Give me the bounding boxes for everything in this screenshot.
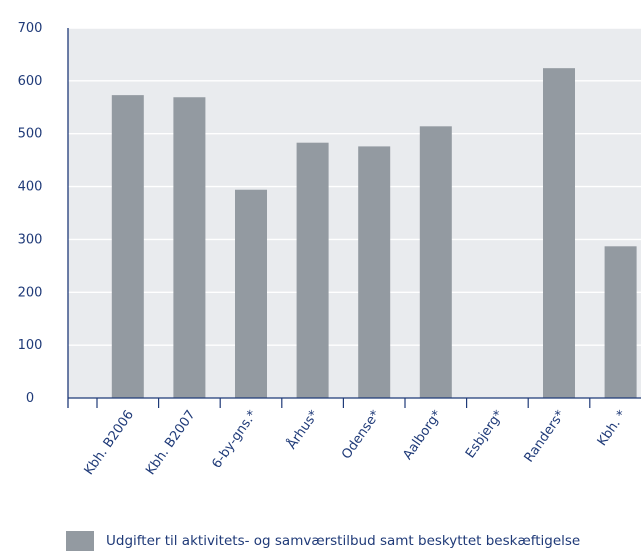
x-tick-label: Randers*: [522, 407, 569, 465]
legend-label: Udgifter til aktivitets- og samværstilbu…: [106, 533, 581, 549]
y-tick-label: 300: [18, 232, 43, 247]
bar: [235, 189, 267, 398]
x-tick-label: Kbh. *: [595, 407, 630, 449]
y-tick-label: 500: [18, 127, 43, 142]
y-tick-label: 700: [18, 21, 43, 36]
bar: [543, 68, 575, 399]
x-tick-label: Odense*: [339, 407, 384, 462]
bar: [358, 146, 391, 398]
x-tick-label: Aalborg*: [400, 407, 445, 462]
bar: [296, 142, 329, 398]
bar: [604, 246, 637, 398]
x-tick-label: Kbh. B2006: [82, 408, 137, 478]
x-tick-label: 6-by-gns.*: [209, 407, 260, 471]
x-tick-label: Esbjerg*: [463, 407, 507, 461]
x-ticks: [96, 398, 591, 408]
bar: [173, 97, 206, 398]
y-tick-labels: 0 100 200 300 400 500 600 700: [18, 21, 43, 406]
x-tick-label: Kbh. B2007: [143, 408, 198, 478]
x-tick-labels: Kbh. B2006 Kbh. B2007 6-by-gns.* Århus* Oden…: [82, 407, 631, 478]
y-tick-label: 600: [18, 74, 43, 89]
bar: [419, 126, 452, 399]
legend: Udgifter til aktivitets- og samværstilbu…: [66, 530, 580, 552]
bar: [111, 95, 144, 398]
legend-swatch: [66, 531, 94, 551]
bars: [111, 68, 637, 399]
y-tick-label: 200: [18, 285, 43, 300]
x-tick-label: Århus*: [284, 407, 322, 452]
y-tick-label: 400: [18, 180, 43, 195]
y-tick-label: 100: [18, 338, 43, 353]
y-tick-label: 0: [26, 391, 34, 406]
